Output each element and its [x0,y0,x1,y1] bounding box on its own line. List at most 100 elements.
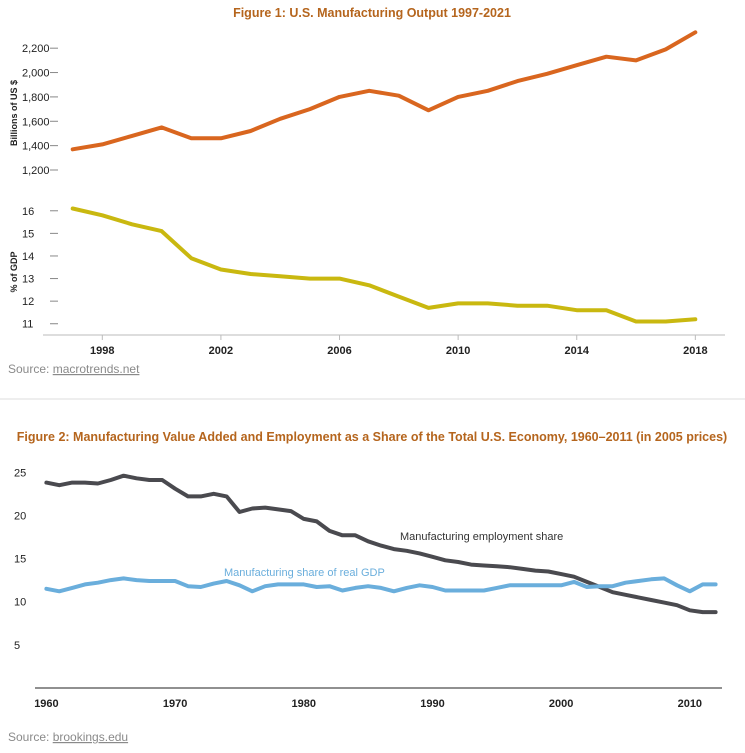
employment-share-point [83,481,87,485]
gdp-share-point [521,583,525,587]
figure-2-plot: 5 10 15 20 25 1960 1970 1980 1990 2000 2010 Manufac… [14,467,722,710]
employment-share-point [57,483,61,487]
gdp-share-point [482,588,486,592]
output-point [160,125,164,129]
output-point [664,47,668,51]
gdp-share-point [315,585,319,589]
output-point [693,30,697,34]
output-point [604,55,608,59]
gdp-share-point [426,306,430,310]
figure-1-source-prefix: Source: [8,362,53,376]
figure-2-source: Source: brookings.edu [8,730,128,744]
gdp-share-point [572,580,576,584]
gdp-share-point [225,579,229,583]
gdp-share-point [302,582,306,586]
figure-1-x-axis: 1998 2002 2006 2010 2014 2018 [43,334,725,357]
output-point [515,79,519,83]
gdp-share-y-tick-label: 12 [22,296,34,308]
gdp-share-point [212,582,216,586]
gdp-share-point [508,583,512,587]
gdp-share-point [308,277,312,281]
figure-2-x-tick-label: 2010 [678,698,702,710]
gdp-share-point [96,581,100,585]
gdp-share-point [392,589,396,593]
figure-2-source-link[interactable]: brookings.edu [53,730,128,744]
figure-2-x-tick-label: 2000 [549,698,573,710]
gdp-share-point [340,588,344,592]
gdp-share-point [250,589,254,593]
employment-share-point [353,533,357,537]
gdp-share-point [237,583,241,587]
employment-share-point [340,533,344,537]
figure-2-x-tick-label: 1960 [34,698,58,710]
employment-share-point [160,478,164,482]
figure-2: Figure 2: Manufacturing Value Added and … [8,430,727,744]
gdp-share-point [122,576,126,580]
gdp-share-point [418,583,422,587]
figure-2-y-tick-label: 5 [14,640,20,652]
employment-share-point [443,558,447,562]
figure-2-y-tick-label: 25 [14,467,26,479]
output-point [219,136,223,140]
employment-share-point [315,519,319,523]
figure-1: Figure 1: U.S. Manufacturing Output 1997… [8,6,725,376]
figure-1-x-tick-label: 2010 [446,345,470,357]
gdp-share-point [100,213,104,217]
figure-2-y-tick-label: 15 [14,554,26,566]
gdp-share-label: Manufacturing share of real GDP [224,567,385,579]
gdp-share-point [186,584,190,588]
employment-share-point [44,481,48,485]
employment-share-point [199,494,203,498]
employment-share-point [430,555,434,559]
employment-share-point [405,549,409,553]
gdp-share-point [430,585,434,589]
figure-1-x-tick-label: 1998 [90,345,114,357]
employment-share-point [96,481,100,485]
gdp-share-point [585,585,589,589]
employment-share-point [212,492,216,496]
figure-2-source-prefix: Source: [8,730,53,744]
employment-share-point [289,509,293,513]
gdp-share-point [559,583,563,587]
employment-share-point [636,595,640,599]
employment-share-point [688,608,692,612]
output-point [100,142,104,146]
figure-1-x-tick-label: 2018 [683,345,707,357]
gdp-share-point [456,588,460,592]
output-y-tick-label: 1,600 [22,116,50,128]
figure-1-x-tick-label: 2002 [209,345,233,357]
gdp-share-point [598,584,602,588]
output-point [397,94,401,98]
figure-2-x-tick-label: 1980 [292,698,316,710]
gdp-share-point [693,317,697,321]
figure-1-title: Figure 1: U.S. Manufacturing Output 1997… [233,6,511,20]
gdp-share-point [135,578,139,582]
output-point [308,107,312,111]
output-point [249,129,253,133]
output-point [130,134,134,138]
output-point [189,136,193,140]
employment-share-point [521,567,525,571]
employment-share-point [237,510,241,514]
output-y-tick-label: 1,400 [22,141,50,153]
gdp-share-point [469,588,473,592]
gdp-share-point [338,277,342,281]
employment-share-point [623,593,627,597]
employment-share-point [186,494,190,498]
employment-share-point [225,494,229,498]
employment-share-point [122,474,126,478]
gdp-share-point [328,584,332,588]
output-point [278,117,282,121]
employment-share-point [675,603,679,607]
figure-1-source-link[interactable]: macrotrends.net [53,362,140,376]
gdp-share-point [688,589,692,593]
employment-share-point [559,572,563,576]
employment-share-point [328,529,332,533]
figure-2-title: Figure 2: Manufacturing Value Added and … [17,430,727,444]
employment-share-point [469,563,473,567]
output-point [545,72,549,76]
gdp-share-point [44,587,48,591]
output-point [338,95,342,99]
figure-1-x-tick-label: 2014 [564,345,589,357]
output-point [426,108,430,112]
